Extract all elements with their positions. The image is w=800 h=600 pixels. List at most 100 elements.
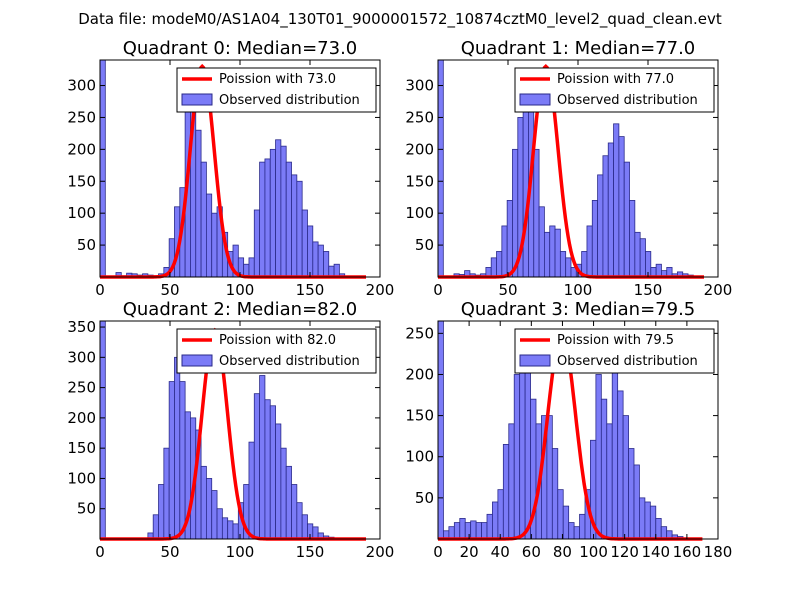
quadrant-3-panel: Quadrant 3: Median=79.50 20 40 60 80 100 120 14…	[405, 299, 732, 561]
histogram-bar	[628, 448, 635, 540]
x-tick-label: 50	[160, 281, 179, 299]
x-tick-label: 100	[564, 281, 593, 299]
histogram-bar	[248, 441, 255, 540]
histogram-bar	[205, 478, 213, 540]
x-tick-label: 140	[641, 543, 670, 561]
subplots-grid: Quadrant 0: Median=73.00 50 100 150 20050100…	[67, 38, 732, 561]
histogram-bar	[253, 209, 260, 278]
histogram-bar	[179, 381, 186, 540]
y-tick-label: 200	[405, 140, 434, 158]
y-tick-label: 150	[405, 407, 434, 425]
histogram-bar	[317, 244, 324, 278]
histogram-bar	[492, 501, 499, 540]
legend: Poission with 77.0 Observed distribution	[514, 67, 715, 113]
y-tick-label: 50	[77, 236, 96, 254]
histogram-bar	[597, 174, 604, 278]
x-tick-label: 100	[226, 281, 255, 299]
quadrant-2-panel: Quadrant 2: Median=82.0 0 50 100 150 200 50 100…	[67, 299, 394, 561]
histogram-bar	[501, 225, 508, 278]
x-tick-label: 20	[460, 543, 479, 561]
legend-bars-label: Observed distribution	[219, 354, 360, 369]
histogram-bar	[323, 251, 330, 278]
histogram-bar	[655, 263, 662, 278]
x-tick-label: 0	[433, 281, 443, 299]
x-tick-label: 200	[366, 543, 395, 561]
legend: Poission with 79.5 Observed distribution	[514, 328, 715, 374]
histogram-bar	[512, 148, 519, 278]
histogram-bar	[195, 129, 202, 278]
histogram-bar	[152, 514, 159, 540]
y-tick-label: 100	[405, 204, 434, 222]
histogram-bar	[291, 484, 298, 540]
histogram-bar	[216, 508, 223, 540]
histogram-bar	[568, 522, 575, 540]
quadrant-2-title: Quadrant 2: Median=82.0	[123, 299, 358, 320]
histogram-bar	[296, 502, 303, 540]
histogram-bar	[551, 448, 559, 540]
y-tick-label: 250	[405, 324, 434, 342]
x-tick-label: 100	[226, 543, 255, 561]
y-tick-label: 300	[405, 77, 434, 95]
y-tick-label: 150	[405, 172, 434, 190]
histogram-bar	[481, 522, 488, 540]
histogram-bar	[312, 526, 319, 540]
histogram-bar	[200, 161, 207, 278]
histogram-bar	[533, 148, 540, 278]
histogram-bar	[437, 320, 444, 540]
x-tick-label: 150	[634, 281, 663, 299]
histogram-bar	[269, 148, 276, 278]
y-tick-label: 350	[67, 318, 96, 336]
histogram-bar	[280, 447, 287, 540]
quadrant-1-panel: Quadrant 1: Median=77.0 0 50 100 150 200 50 100…	[405, 38, 732, 299]
histogram-bar	[522, 85, 529, 278]
histogram-bar	[546, 415, 553, 540]
x-tick-label: 160	[673, 543, 702, 561]
histogram-bar	[296, 180, 303, 278]
histogram-bar	[333, 263, 340, 278]
histogram-bar	[557, 489, 564, 540]
histogram-bar	[634, 231, 641, 278]
x-tick-label: 200	[704, 281, 733, 299]
histogram-bar	[506, 200, 513, 278]
histogram-bar	[253, 393, 260, 540]
histogram-bar	[660, 526, 668, 540]
x-tick-label: 100	[579, 543, 608, 561]
histogram-bar	[633, 464, 640, 540]
histogram-bar	[291, 174, 298, 278]
legend-curve-label: Poission with 77.0	[557, 72, 674, 87]
histogram-bar	[573, 526, 580, 540]
histogram-bar	[232, 523, 239, 540]
histogram-bar	[163, 447, 170, 540]
y-tick-label: 50	[415, 236, 434, 254]
histogram-bar	[459, 518, 466, 540]
histogram-bar	[629, 200, 636, 278]
histogram-bar	[554, 228, 561, 278]
histogram-bar	[264, 399, 271, 540]
histogram-bar	[464, 522, 472, 540]
histogram-bar	[611, 357, 619, 540]
histogram-bar	[307, 225, 314, 278]
legend-curve-label: Poission with 82.0	[219, 333, 336, 348]
histogram-bar	[221, 517, 229, 540]
histogram-bar	[205, 193, 213, 278]
histogram-bar	[602, 155, 609, 278]
histogram-bar	[99, 320, 106, 540]
histogram-bar	[285, 161, 292, 278]
histogram-bar	[301, 209, 308, 278]
histogram-bar	[613, 123, 620, 278]
y-tick-label: 50	[77, 500, 96, 518]
y-tick-label: 150	[67, 439, 96, 457]
histogram-bar	[513, 374, 521, 540]
x-tick-label: 120	[610, 543, 639, 561]
x-tick-label: 80	[553, 543, 572, 561]
histogram-bar	[606, 423, 613, 540]
histogram-bar	[486, 513, 493, 540]
y-tick-label: 250	[67, 379, 96, 397]
y-tick-label: 200	[67, 409, 96, 427]
histogram-bar	[544, 231, 551, 278]
histogram-bar	[437, 59, 444, 278]
x-tick-label: 150	[296, 543, 325, 561]
y-tick-label: 250	[67, 108, 96, 126]
histogram-bar	[280, 145, 287, 278]
